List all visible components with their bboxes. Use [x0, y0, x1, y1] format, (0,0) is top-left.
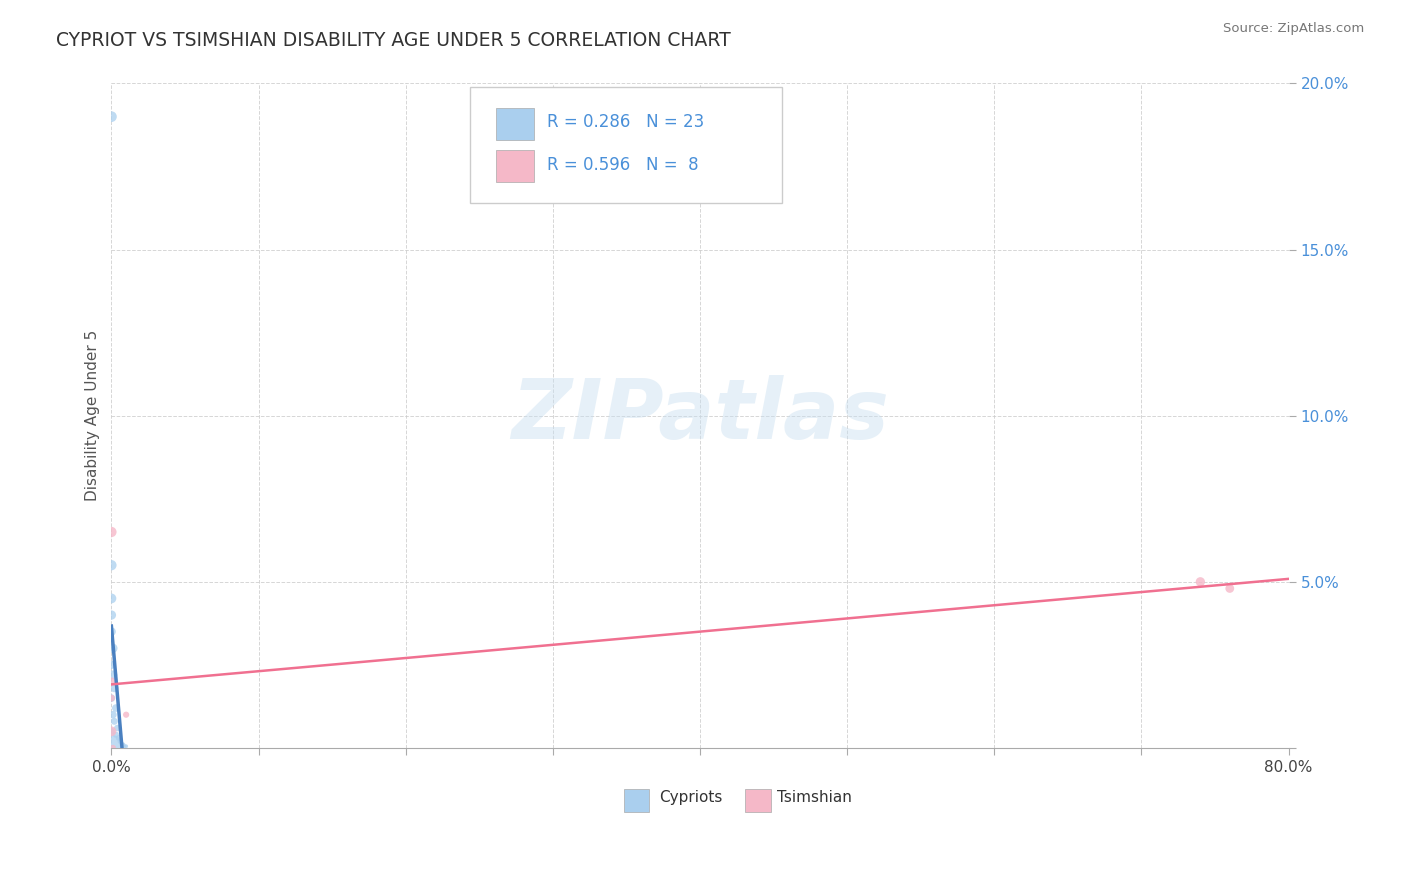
Text: Cypriots: Cypriots	[659, 790, 723, 805]
Point	[100, 740, 122, 755]
Text: Source: ZipAtlas.com: Source: ZipAtlas.com	[1223, 22, 1364, 36]
Point	[105, 721, 128, 735]
Point	[100, 524, 122, 539]
Point	[101, 740, 124, 755]
Text: R = 0.596   N =  8: R = 0.596 N = 8	[547, 156, 699, 174]
Point	[100, 624, 122, 639]
FancyBboxPatch shape	[496, 108, 534, 140]
Point	[101, 707, 124, 722]
Point	[100, 691, 122, 706]
Point	[110, 734, 132, 748]
Point	[103, 714, 125, 729]
Point	[100, 724, 122, 739]
Point	[100, 558, 122, 573]
Point	[100, 591, 122, 606]
Point	[1189, 574, 1212, 589]
Point	[112, 738, 135, 752]
Point	[100, 608, 122, 623]
FancyBboxPatch shape	[745, 789, 770, 813]
Point	[100, 657, 122, 672]
Y-axis label: Disability Age Under 5: Disability Age Under 5	[86, 330, 100, 501]
Point	[100, 674, 122, 689]
Point	[107, 731, 129, 745]
Text: ZIPatlas: ZIPatlas	[512, 376, 889, 456]
FancyBboxPatch shape	[496, 150, 534, 182]
Point	[115, 739, 138, 754]
Point	[100, 724, 122, 739]
Point	[104, 728, 127, 742]
Text: CYPRIOT VS TSIMSHIAN DISABILITY AGE UNDER 5 CORRELATION CHART: CYPRIOT VS TSIMSHIAN DISABILITY AGE UNDE…	[56, 31, 731, 50]
Text: Tsimshian: Tsimshian	[776, 790, 852, 805]
Text: R = 0.286   N = 23: R = 0.286 N = 23	[547, 113, 704, 131]
Point	[101, 641, 124, 656]
Point	[100, 110, 122, 124]
Point	[114, 739, 136, 754]
Point	[103, 681, 125, 695]
Point	[115, 707, 138, 722]
Point	[101, 668, 124, 682]
Point	[100, 691, 122, 706]
Point	[104, 701, 127, 715]
FancyBboxPatch shape	[623, 789, 650, 813]
Point	[111, 738, 134, 752]
FancyBboxPatch shape	[471, 87, 782, 203]
Point	[1219, 582, 1241, 596]
